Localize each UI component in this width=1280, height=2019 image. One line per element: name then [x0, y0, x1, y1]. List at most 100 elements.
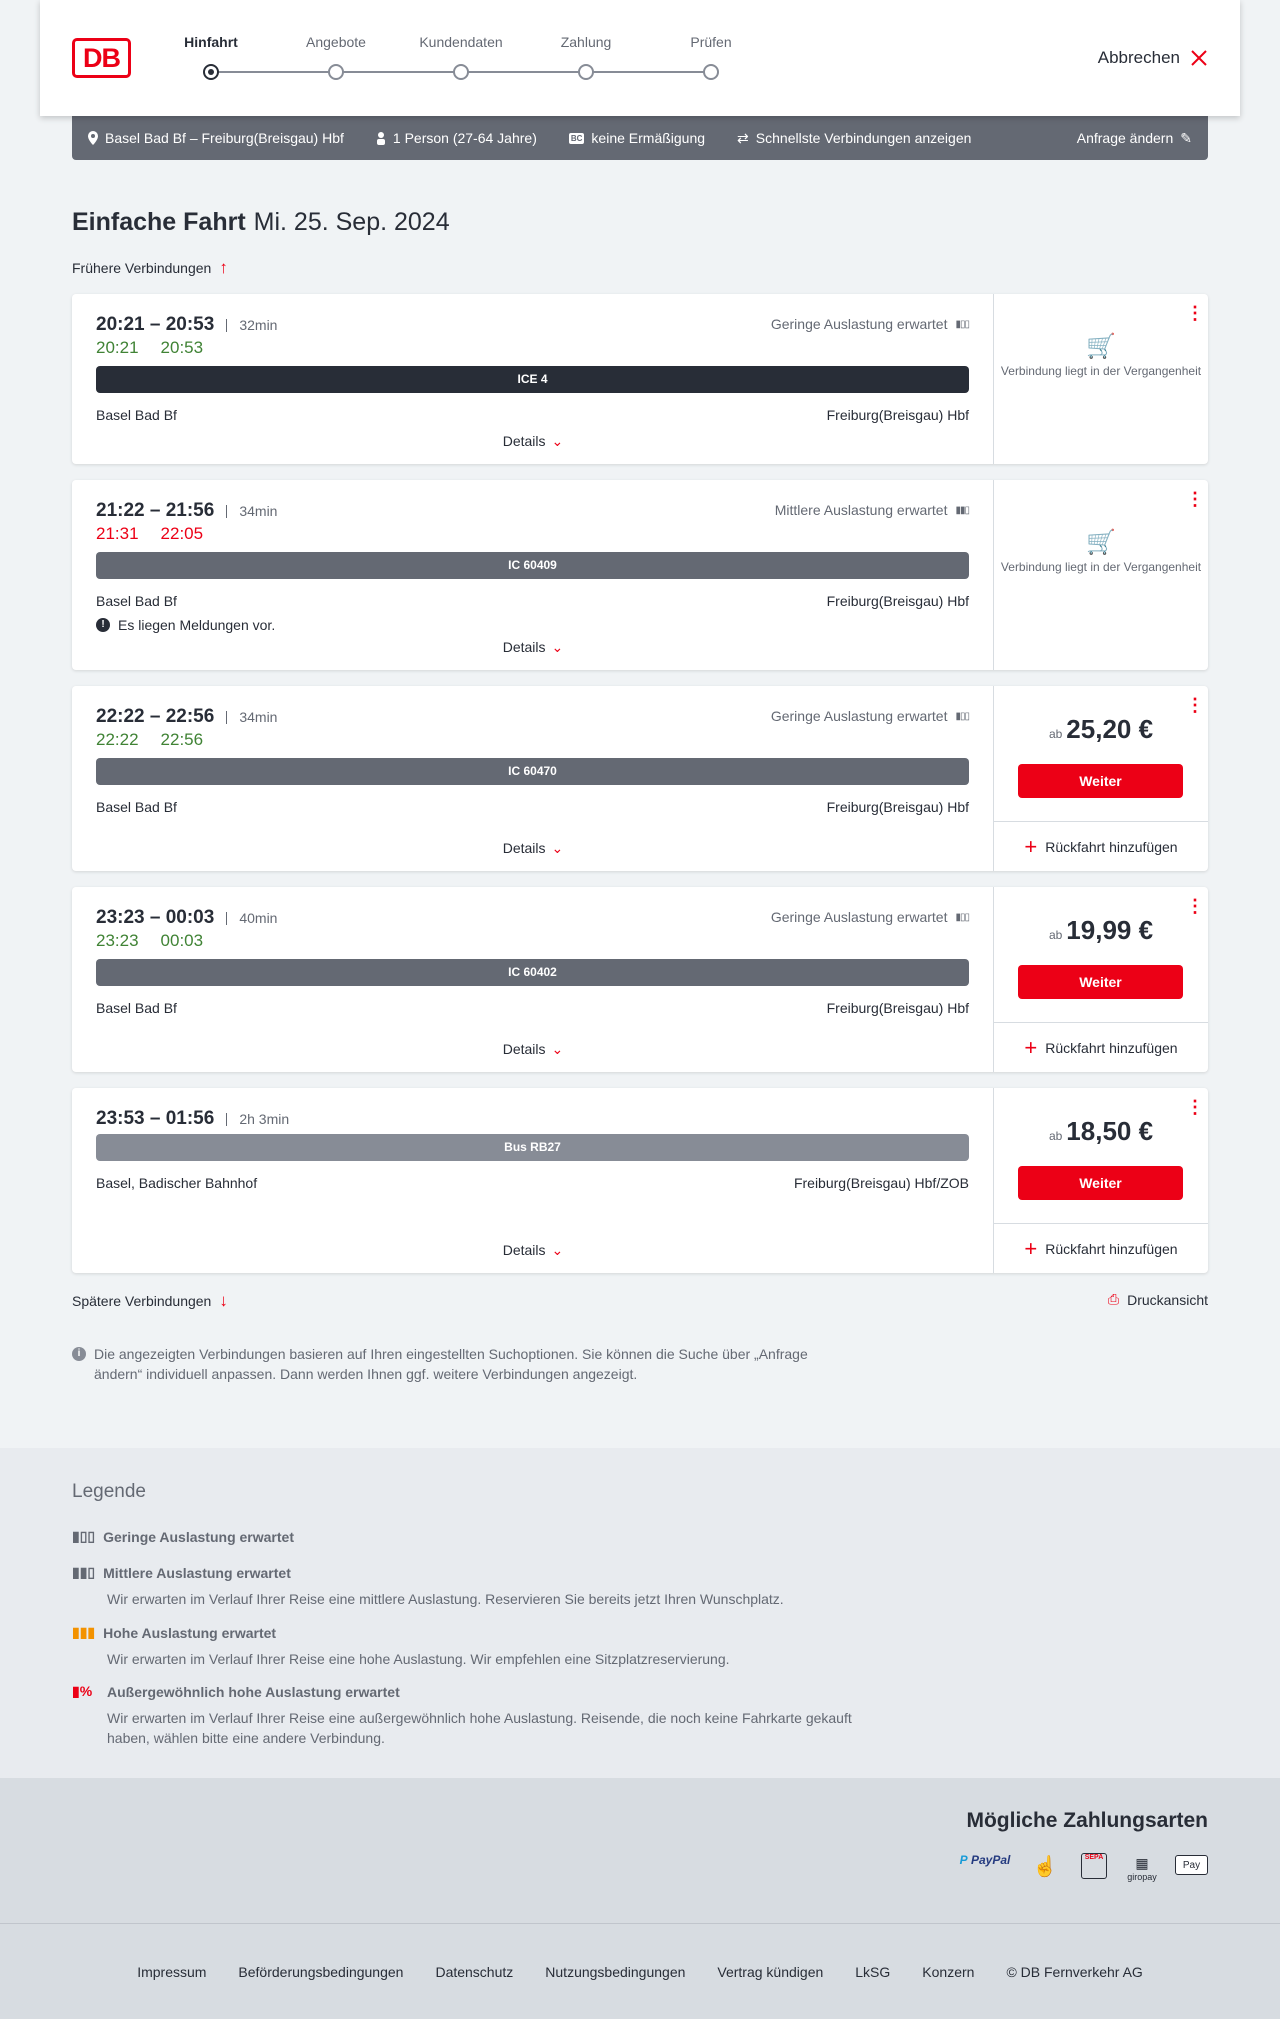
- departure-station: Basel Bad Bf: [96, 407, 177, 423]
- train-bar[interactable]: IC 60409: [96, 552, 969, 579]
- more-options-icon[interactable]: ⋮: [1186, 1097, 1204, 1117]
- occupancy-icon: ▮▮▯: [955, 504, 969, 516]
- more-options-icon[interactable]: ⋮: [1186, 896, 1204, 916]
- time-range: 23:23 – 00:03: [96, 907, 215, 928]
- connection-card: 22:22 – 22:56 34min 22:22 22:56 Geringe Ausl…: [72, 686, 1208, 871]
- details-toggle[interactable]: Details ⌄: [72, 1242, 994, 1259]
- footer-link-konzern[interactable]: Konzern: [922, 1964, 975, 1980]
- edit-request-label: Anfrage ändern: [1076, 130, 1174, 146]
- plus-icon: +: [1024, 1235, 1038, 1261]
- details-toggle[interactable]: Details ⌄: [72, 1041, 994, 1058]
- add-return-button[interactable]: + Rückfahrt hinzufügen: [994, 1223, 1208, 1273]
- continue-button[interactable]: Weiter: [1018, 764, 1183, 798]
- add-return-label: Rückfahrt hinzufügen: [1045, 838, 1178, 855]
- price: ab 19,99 €: [994, 915, 1208, 946]
- legend-item-title: Hohe Auslastung erwartet: [103, 1624, 277, 1641]
- departure-station: Basel, Badischer Bahnhof: [96, 1175, 258, 1191]
- occupancy-text: Geringe Auslastung erwartet: [770, 316, 948, 332]
- continue-button[interactable]: Weiter: [1018, 965, 1183, 999]
- swap-arrows-icon: ⇄: [737, 129, 749, 146]
- load-exceptional-icon: ▮%: [72, 1683, 93, 1699]
- connection-main[interactable]: 23:53 – 01:56 2h 3min Bus RB27 Basel, Badi…: [72, 1088, 994, 1273]
- offer-panel: ⋮ 🛒 Verbindung liegt in der Vergangenheit: [994, 294, 1208, 464]
- footer-link-befoerderungsbedingungen[interactable]: Beförderungsbedingungen: [238, 1964, 404, 1980]
- step-zahlung: Zahlung: [560, 34, 612, 50]
- connection-main[interactable]: 21:22 – 21:56 34min 21:31 22:05 Mittlere Aus…: [72, 480, 994, 670]
- more-options-icon[interactable]: ⋮: [1186, 303, 1204, 323]
- legend-item-medium: ▮▮▯ Mittlere Auslastung erwartet Wir erwar…: [72, 1564, 784, 1609]
- duration: 40min: [226, 911, 277, 925]
- train-bar[interactable]: ICE 4: [96, 366, 969, 393]
- sepa-icon: SEPA: [1081, 1853, 1107, 1879]
- apple-pay-text: Pay: [1182, 1859, 1201, 1871]
- train-bar[interactable]: IC 60470: [96, 758, 969, 785]
- footer-link-vertrag-kuendigen[interactable]: Vertrag kündigen: [717, 1964, 824, 1980]
- footer-link-nutzungsbedingungen[interactable]: Nutzungsbedingungen: [545, 1964, 686, 1980]
- route-info: Basel Bad Bf – Freiburg(Breisgau) Hbf: [88, 130, 344, 146]
- cancel-button[interactable]: Abbrechen: [1098, 48, 1208, 68]
- price: ab 18,50 €: [994, 1116, 1208, 1147]
- more-options-icon[interactable]: ⋮: [1186, 695, 1204, 715]
- details-label: Details: [502, 639, 546, 655]
- plus-icon: +: [1024, 833, 1038, 859]
- continue-button[interactable]: Weiter: [1018, 1166, 1183, 1200]
- search-summary-bar: Basel Bad Bf – Freiburg(Breisgau) Hbf 1 …: [72, 116, 1208, 160]
- offer-panel: ⋮ ab 19,99 € Weiter + Rückfahrt hinzufügen: [994, 887, 1208, 1072]
- time-range: 20:21 – 20:53: [96, 314, 215, 335]
- printer-icon: ⎙: [1107, 1291, 1120, 1307]
- later-connections-link[interactable]: Spätere Verbindungen ↓: [72, 1291, 228, 1311]
- realtime-arrival: 20:53: [160, 338, 204, 357]
- arrival-station: Freiburg(Breisgau) Hbf/ZOB: [793, 1175, 969, 1191]
- details-label: Details: [502, 433, 546, 449]
- footer-link-impressum[interactable]: Impressum: [137, 1964, 207, 1980]
- print-view-link[interactable]: ⎙ Druckansicht: [1108, 1291, 1208, 1308]
- persons-text: 1 Person (27-64 Jahre): [392, 130, 537, 146]
- realtime-times: 22:22 22:56: [96, 730, 203, 750]
- step-hinfahrt: Hinfahrt: [184, 34, 238, 50]
- scheduled-times: 22:22 – 22:56 34min: [96, 706, 277, 728]
- connection-main[interactable]: 22:22 – 22:56 34min 22:22 22:56 Geringe Ausl…: [72, 686, 994, 871]
- cart-unavailable-icon: 🛒: [1086, 333, 1116, 360]
- legend-title: Legende: [72, 1481, 146, 1502]
- close-icon: [1191, 50, 1207, 66]
- footer-link-lksg[interactable]: LkSG: [855, 1964, 891, 1980]
- chevron-down-icon: ⌄: [551, 433, 564, 449]
- connection-main[interactable]: 20:21 – 20:53 32min 20:21 20:53 Geringe Ausl…: [72, 294, 994, 464]
- price-prefix: ab: [1048, 928, 1063, 942]
- time-range: 22:22 – 22:56: [96, 706, 215, 727]
- price-value: 25,20 €: [1066, 714, 1154, 744]
- connection-main[interactable]: 23:23 – 00:03 40min 23:23 00:03 Geringe Ausl…: [72, 887, 994, 1072]
- edit-request-button[interactable]: Anfrage ändern ✎: [1077, 130, 1192, 147]
- realtime-arrival: 00:03: [160, 931, 204, 950]
- scheduled-times: 21:22 – 21:56 34min: [96, 500, 277, 522]
- more-options-icon[interactable]: ⋮: [1186, 489, 1204, 509]
- footer-link-datenschutz[interactable]: Datenschutz: [435, 1964, 514, 1980]
- step-dot: [578, 64, 594, 80]
- details-label: Details: [502, 1242, 546, 1258]
- departure-station: Basel Bad Bf: [96, 593, 177, 609]
- add-return-button[interactable]: + Rückfahrt hinzufügen: [994, 821, 1208, 871]
- earlier-connections-link[interactable]: Frühere Verbindungen ↑: [72, 258, 228, 278]
- db-logo[interactable]: DB: [72, 38, 131, 78]
- details-label: Details: [502, 1041, 546, 1057]
- occupancy-text: Mittlere Auslastung erwartet: [774, 502, 948, 518]
- duration: 32min: [226, 318, 277, 332]
- occupancy-info: Geringe Auslastung erwartet ▮▯▯: [771, 909, 970, 925]
- arrival-station: Freiburg(Breisgau) Hbf: [826, 799, 969, 815]
- realtime-times: 20:21 20:53: [96, 338, 203, 358]
- step-dot: [328, 64, 344, 80]
- discount-text: keine Ermäßigung: [591, 130, 706, 146]
- train-bar[interactable]: IC 60402: [96, 959, 969, 986]
- details-toggle[interactable]: Details ⌄: [72, 840, 994, 857]
- scheduled-times: 20:21 – 20:53 32min: [96, 314, 277, 336]
- occupancy-icon: ▮▯▯: [955, 710, 969, 722]
- train-bar[interactable]: Bus RB27: [96, 1134, 969, 1161]
- occupancy-info: Geringe Auslastung erwartet ▮▯▯: [771, 708, 970, 724]
- realtime-departure: 22:22: [96, 730, 139, 749]
- details-toggle[interactable]: Details ⌄: [72, 639, 994, 656]
- connection-card: 23:23 – 00:03 40min 23:23 00:03 Geringe Ausl…: [72, 887, 1208, 1072]
- add-return-button[interactable]: + Rückfahrt hinzufügen: [994, 1022, 1208, 1072]
- details-toggle[interactable]: Details ⌄: [72, 433, 994, 450]
- departure-station: Basel Bad Bf: [96, 1000, 177, 1016]
- connection-card: 20:21 – 20:53 32min 20:21 20:53 Geringe Ausl…: [72, 294, 1208, 464]
